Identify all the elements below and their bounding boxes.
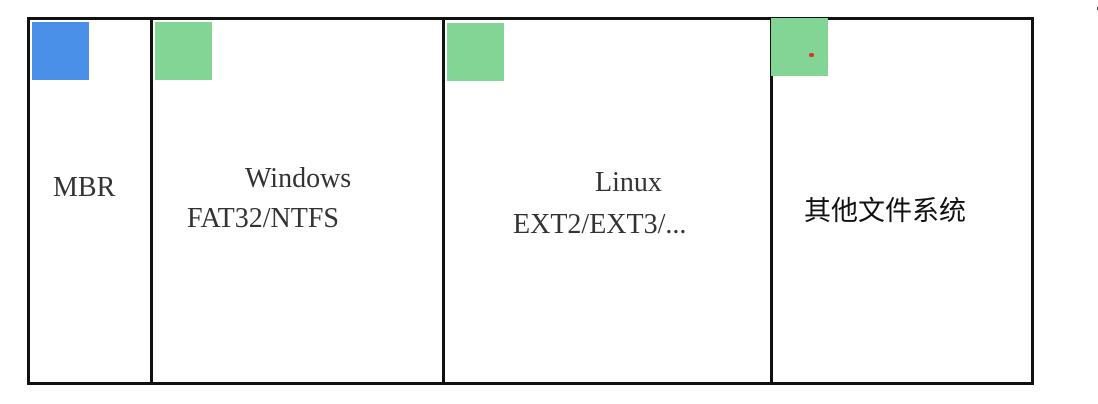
linux-label-line1: Linux xyxy=(595,167,662,198)
red-dot-mark xyxy=(809,53,814,57)
linux-label-line2: EXT2/EXT3/... xyxy=(513,209,687,240)
windows-color-marker xyxy=(155,22,212,80)
other-label: 其他文件系统 xyxy=(804,196,966,227)
mbr-color-marker xyxy=(32,22,89,80)
partition-mbr: MBR xyxy=(30,20,150,382)
partition-linux: Linux EXT2/EXT3/... xyxy=(442,20,770,382)
partition-other: 其他文件系统 xyxy=(770,18,1031,382)
mbr-label: MBR xyxy=(53,172,116,203)
other-color-marker xyxy=(771,18,828,76)
linux-color-marker xyxy=(447,23,504,81)
disk-layout-diagram: MBR Windows FAT32/NTFS Linux EXT2/EXT3/.… xyxy=(27,17,1034,385)
windows-label-line2: FAT32/NTFS xyxy=(187,203,339,234)
partition-windows: Windows FAT32/NTFS xyxy=(150,20,442,382)
windows-label-line1: Windows xyxy=(245,163,352,194)
